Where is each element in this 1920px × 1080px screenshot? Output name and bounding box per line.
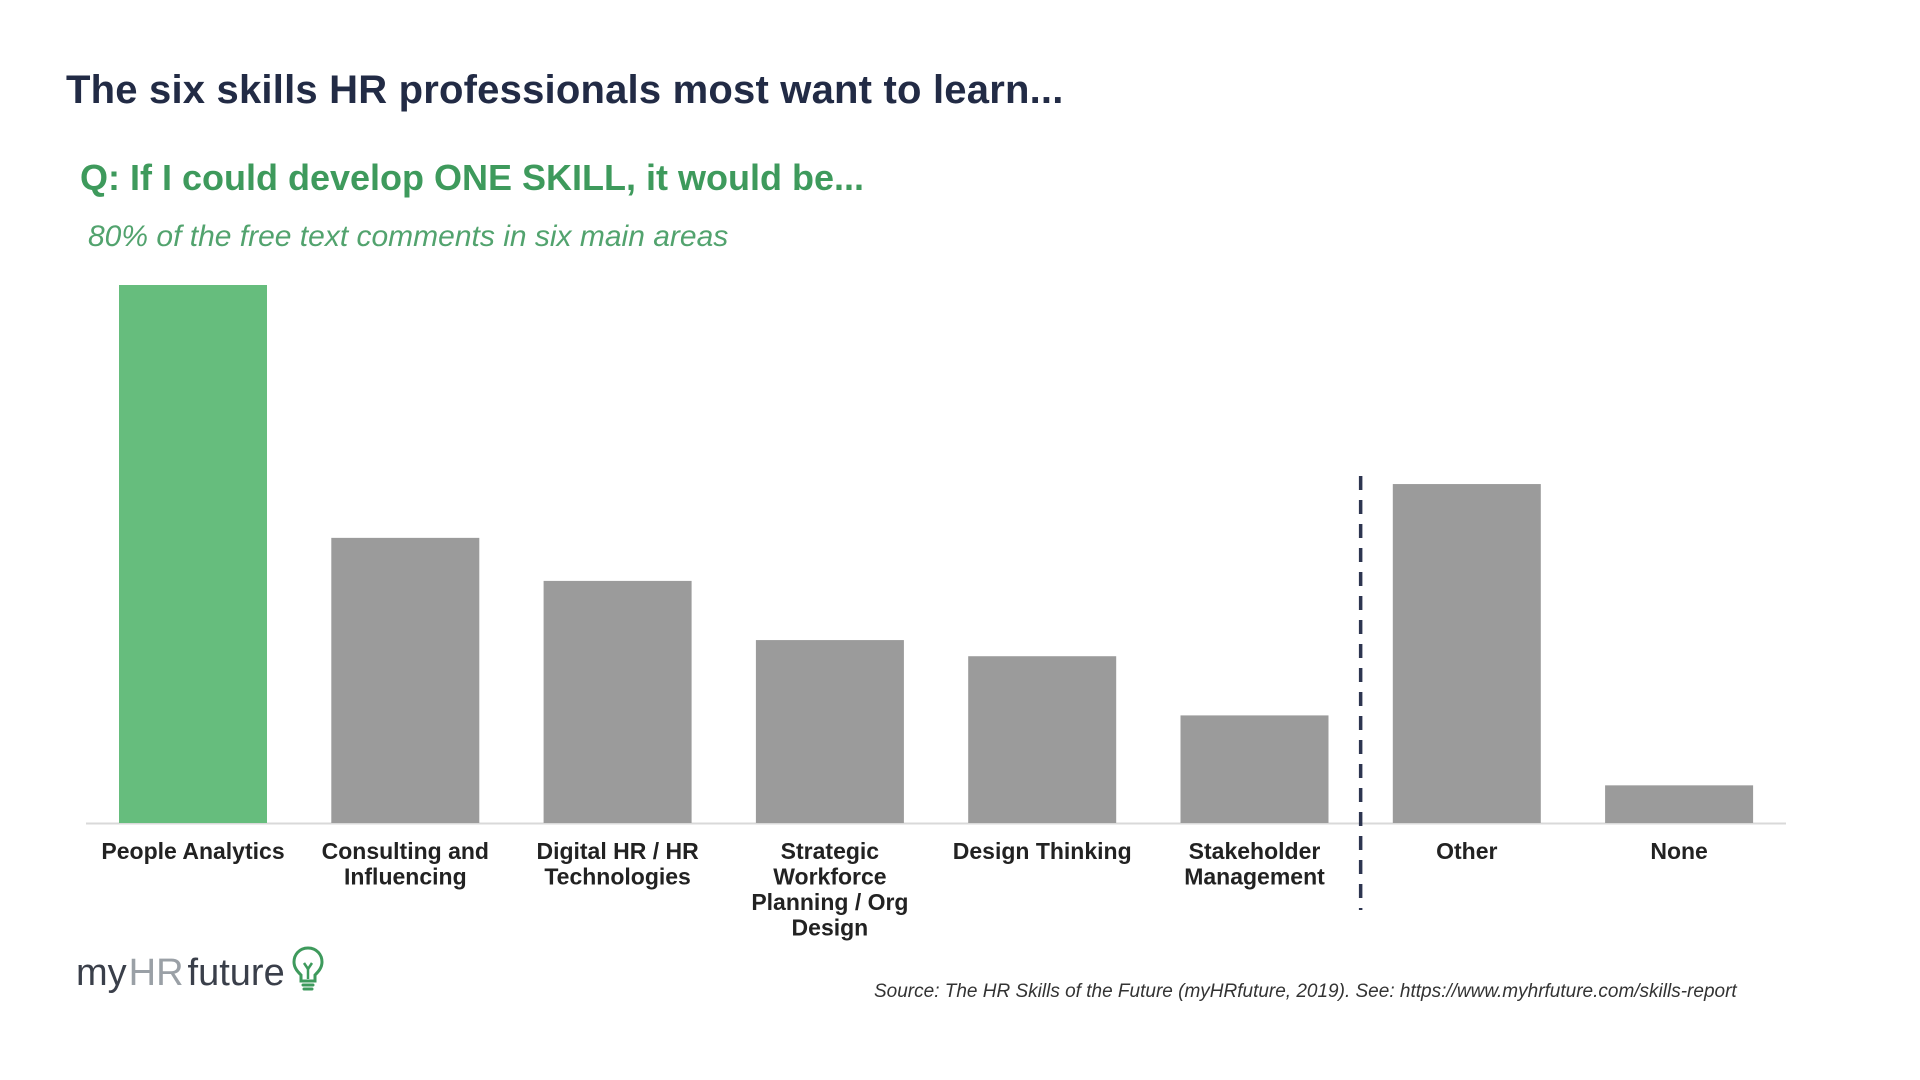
category-label-line: Stakeholder — [1189, 838, 1321, 864]
category-label: People Analytics — [101, 838, 284, 864]
category-label: Consulting and Influencing — [322, 838, 489, 890]
chart-subtitle: 80% of the free text comments in six mai… — [88, 220, 729, 253]
category-label: Design Thinking — [953, 838, 1132, 864]
logo-my-text: my — [76, 951, 127, 994]
category-label: Other — [1436, 838, 1497, 864]
category-label-line: Design Thinking — [953, 838, 1132, 864]
category-label-line: Influencing — [344, 864, 467, 890]
category-label: Strategic Workforce Planning / Org Design — [751, 838, 908, 941]
category-label-line: Consulting and — [322, 838, 489, 864]
bar — [1392, 484, 1541, 823]
category-label: Digital HR / HR Technologies — [536, 838, 699, 890]
category-label-line: Digital HR / HR — [536, 838, 699, 864]
category-label-line: People Analytics — [101, 838, 284, 864]
bar — [755, 640, 904, 823]
logo-future-text: future — [187, 951, 285, 994]
bar — [1180, 715, 1329, 823]
category-label-line: Technologies — [544, 864, 691, 890]
category-label: None — [1650, 838, 1708, 864]
chart-title: The six skills HR professionals most wan… — [66, 68, 1064, 112]
chart-question: Q: If I could develop ONE SKILL, it woul… — [80, 157, 865, 198]
bar — [1605, 785, 1754, 823]
bar — [331, 537, 480, 823]
bar — [543, 580, 692, 823]
logo-hr-text: HR — [128, 951, 184, 994]
category-label: Stakeholder Management — [1184, 838, 1325, 890]
category-label-line: Planning / Org — [751, 889, 908, 915]
bar — [968, 656, 1117, 823]
category-label-line: Workforce — [773, 864, 886, 890]
myhrfuture-logo: my HR future — [76, 945, 325, 1001]
category-label-line: Design — [792, 915, 869, 941]
category-label-line: Other — [1436, 838, 1497, 864]
category-label-line: None — [1650, 838, 1708, 864]
source-note: Source: The HR Skills of the Future (myH… — [874, 981, 1737, 1002]
bar — [119, 285, 267, 823]
category-label-line: Management — [1184, 864, 1325, 890]
lightbulb-icon — [291, 945, 325, 1001]
category-label-line: Strategic — [781, 838, 880, 864]
